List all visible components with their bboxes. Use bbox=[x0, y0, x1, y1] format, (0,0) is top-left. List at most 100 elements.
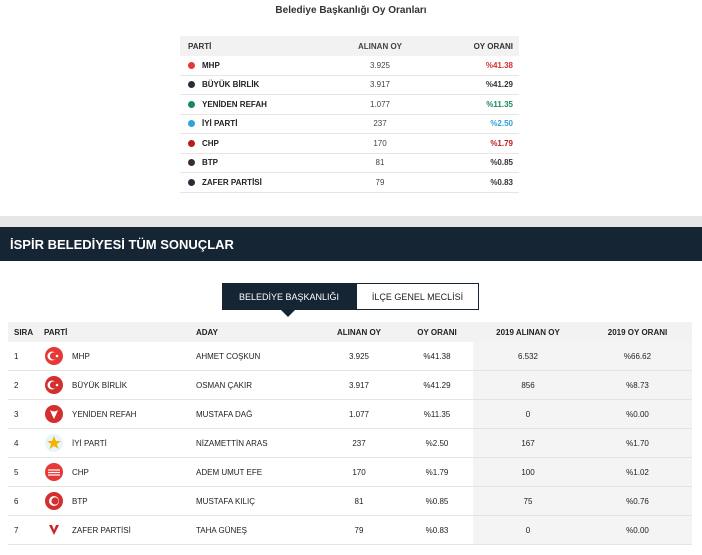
row-rate-2019: %66.62 bbox=[623, 351, 652, 361]
section-title: İSPİR BELEDİYESİ TÜM SONUÇLAR bbox=[0, 227, 702, 261]
row-votes-2019: 0 bbox=[525, 525, 531, 535]
header-candidate: ADAY bbox=[196, 327, 218, 337]
summary-rate: %2.50 bbox=[490, 119, 513, 129]
summary-votes: 81 bbox=[375, 158, 385, 168]
row-rate-2019: %1.70 bbox=[626, 438, 649, 448]
summary-party-name: CHP bbox=[202, 138, 219, 148]
table-row: 7 ZAFER PARTİSİ TAHA GÜNEŞ 79 %0.83 0 %0.00 bbox=[8, 516, 692, 545]
summary-row: BÜYÜK BİRLİK 3.917 %41.29 bbox=[180, 76, 519, 95]
result-tabs: BELEDİYE BAŞKANLIĞI İLÇE GENEL MECLİSİ bbox=[222, 283, 479, 317]
summary-header-votes: ALINAN OY bbox=[358, 41, 402, 51]
summary-title: Belediye Başkanlığı Oy Oranları bbox=[275, 5, 427, 16]
history-column-shade bbox=[473, 342, 692, 370]
row-rank: 7 bbox=[14, 525, 19, 535]
table-row: 1 MHP AHMET COŞKUN 3.925 %41.38 6.532 %66.62 bbox=[8, 342, 692, 371]
row-votes: 1.077 bbox=[348, 409, 370, 419]
history-column-shade bbox=[473, 371, 692, 399]
party-color-dot-icon bbox=[188, 61, 195, 69]
row-votes-2019: 0 bbox=[525, 409, 531, 419]
row-party: CHP bbox=[44, 462, 89, 482]
table-row: 5 CHP ADEM UMUT EFE 170 %1.79 100 %1.02 bbox=[8, 458, 692, 487]
table-row: 3 YENİDEN REFAH MUSTAFA DAĞ 1.077 %11.35 0 %0.… bbox=[8, 400, 692, 429]
summary-header-rate: OY ORANI bbox=[473, 41, 513, 51]
row-rate: %11.35 bbox=[423, 409, 451, 419]
summary-votes: 3.925 bbox=[369, 60, 391, 70]
row-rank: 3 bbox=[14, 409, 19, 419]
row-candidate: AHMET COŞKUN bbox=[196, 351, 261, 361]
tab-council[interactable]: İLÇE GENEL MECLİSİ bbox=[356, 283, 479, 310]
row-party: BTP bbox=[44, 491, 88, 511]
row-candidate: MUSTAFA DAĞ bbox=[196, 409, 253, 419]
tab-mayor[interactable]: BELEDİYE BAŞKANLIĞI bbox=[222, 283, 356, 317]
party-color-dot-icon bbox=[188, 81, 195, 89]
row-rate: %0.83 bbox=[425, 525, 449, 535]
summary-header-party: PARTİ bbox=[188, 41, 212, 51]
summary-party-name: İYİ PARTİ bbox=[202, 119, 238, 129]
history-column-shade bbox=[473, 458, 692, 486]
row-party-name: ZAFER PARTİSİ bbox=[72, 525, 131, 535]
row-rank: 6 bbox=[14, 496, 19, 506]
row-rate: %41.38 bbox=[423, 351, 451, 361]
bbp-logo-icon bbox=[44, 375, 64, 395]
party-color-dot-icon bbox=[188, 178, 195, 186]
history-column-shade bbox=[473, 487, 692, 515]
row-party-name: BÜYÜK BİRLİK bbox=[72, 380, 128, 390]
history-column-shade bbox=[473, 429, 692, 457]
row-party: BÜYÜK BİRLİK bbox=[44, 375, 127, 395]
summary-party: BÜYÜK BİRLİK bbox=[188, 80, 259, 89]
party-color-dot-icon bbox=[188, 159, 195, 167]
summary-row: MHP 3.925 %41.38 bbox=[180, 56, 519, 76]
summary-votes: 3.917 bbox=[369, 80, 391, 90]
summary-votes: 170 bbox=[373, 138, 387, 148]
summary-rate: %11.35 bbox=[486, 99, 513, 109]
row-votes: 237 bbox=[352, 438, 366, 448]
row-rank: 1 bbox=[14, 351, 19, 361]
table-row: 4 İYİ PARTİ NİZAMETTİN ARAS 237 %2.50 167 %1.7… bbox=[8, 429, 692, 458]
summary-party-name: MHP bbox=[202, 60, 220, 70]
summary-votes: 237 bbox=[373, 119, 387, 129]
row-party-name: MHP bbox=[72, 351, 90, 361]
row-rank: 4 bbox=[14, 438, 19, 448]
summary-row: YENİDEN REFAH 1.077 %11.35 bbox=[180, 95, 519, 115]
row-rate: %2.50 bbox=[425, 438, 449, 448]
party-color-dot-icon bbox=[188, 100, 195, 108]
summary-header-row: PARTİ ALINAN OY OY ORANI bbox=[180, 36, 519, 56]
summary-party-name: ZAFER PARTİSİ bbox=[202, 177, 262, 187]
section-divider bbox=[0, 216, 702, 227]
row-votes-2019: 167 bbox=[521, 438, 535, 448]
row-party: İYİ PARTİ bbox=[44, 433, 107, 453]
row-candidate: ADEM UMUT EFE bbox=[196, 467, 263, 477]
row-candidate: MUSTAFA KILIÇ bbox=[196, 496, 255, 506]
header-party: PARTİ bbox=[44, 327, 68, 337]
summary-table: PARTİ ALINAN OY OY ORANI MHP 3.925 %41.38 B… bbox=[180, 36, 519, 193]
row-party: MHP bbox=[44, 346, 90, 366]
row-rank: 2 bbox=[14, 380, 19, 390]
chp-logo-icon bbox=[44, 462, 64, 482]
row-votes-2019: 75 bbox=[523, 496, 533, 506]
row-rate: %0.85 bbox=[425, 496, 449, 506]
row-votes-2019: 100 bbox=[521, 467, 535, 477]
history-column-shade bbox=[473, 516, 692, 544]
summary-party-name: YENİDEN REFAH bbox=[202, 99, 267, 109]
summary-party-name: BÜYÜK BİRLİK bbox=[202, 80, 260, 90]
history-column-shade bbox=[473, 400, 692, 428]
summary-row: BTP 81 %0.85 bbox=[180, 154, 519, 173]
row-rate-2019: %0.00 bbox=[626, 525, 649, 535]
row-rate-2019: %8.73 bbox=[626, 380, 649, 390]
mhp-logo-icon bbox=[44, 346, 64, 366]
row-candidate: TAHA GÜNEŞ bbox=[196, 525, 247, 535]
summary-row: ZAFER PARTİSİ 79 %0.83 bbox=[180, 173, 519, 193]
row-votes: 3.925 bbox=[348, 351, 370, 361]
party-color-dot-icon bbox=[188, 120, 195, 128]
results-header-row: SIRA PARTİ ADAY ALINAN OY OY ORANI 2019 … bbox=[8, 322, 692, 342]
row-votes: 170 bbox=[352, 467, 366, 477]
row-votes: 81 bbox=[354, 496, 364, 506]
summary-party: CHP bbox=[188, 139, 219, 148]
summary-rate: %0.85 bbox=[490, 158, 513, 168]
summary-party: MHP bbox=[188, 61, 220, 70]
row-party: YENİDEN REFAH bbox=[44, 404, 136, 424]
summary-party: YENİDEN REFAH bbox=[188, 100, 267, 109]
row-candidate: NİZAMETTİN ARAS bbox=[196, 438, 268, 448]
row-votes-2019: 856 bbox=[521, 380, 535, 390]
zafer-logo-icon bbox=[44, 520, 64, 540]
